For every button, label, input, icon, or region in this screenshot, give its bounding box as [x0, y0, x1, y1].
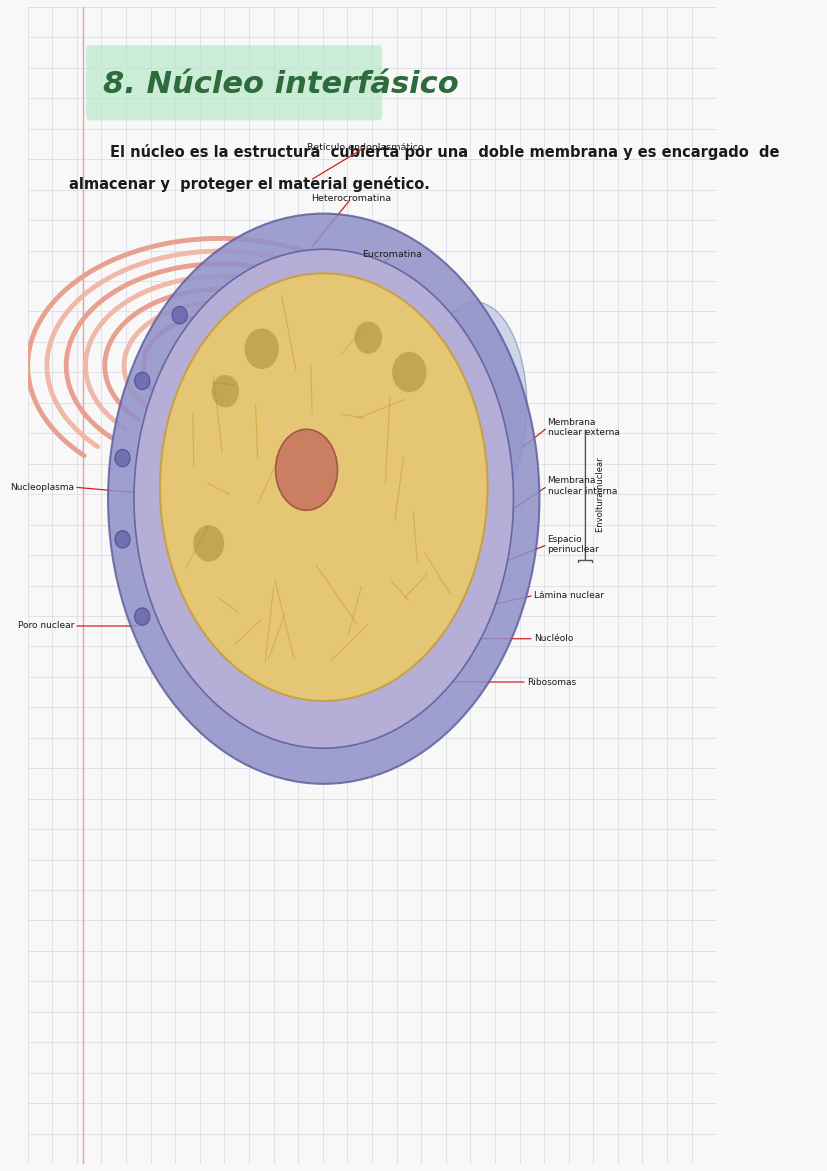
- Ellipse shape: [160, 273, 487, 701]
- Ellipse shape: [244, 328, 279, 369]
- Text: Ribosomas: Ribosomas: [526, 678, 576, 686]
- Ellipse shape: [115, 450, 130, 467]
- Text: Membrana
nuclear externa: Membrana nuclear externa: [547, 418, 619, 437]
- Text: Retículo endoplasmático: Retículo endoplasmático: [306, 143, 423, 152]
- Ellipse shape: [172, 307, 187, 324]
- Ellipse shape: [423, 302, 526, 511]
- Ellipse shape: [193, 525, 224, 562]
- Text: Eucromatina: Eucromatina: [362, 249, 422, 259]
- Text: Espacio
perinuclear: Espacio perinuclear: [547, 535, 599, 554]
- Ellipse shape: [115, 530, 130, 548]
- Text: 8. Núcleo interfásico: 8. Núcleo interfásico: [103, 70, 459, 100]
- Text: El núcleo es la estructura  cubierta por una  doble membrana y es encargado  de: El núcleo es la estructura cubierta por …: [110, 144, 779, 159]
- Ellipse shape: [134, 249, 513, 748]
- Text: Membrana
nuclear interna: Membrana nuclear interna: [547, 477, 616, 495]
- Text: almacenar y  proteger el material genético.: almacenar y proteger el material genétic…: [69, 176, 429, 192]
- Ellipse shape: [392, 351, 426, 392]
- Ellipse shape: [135, 372, 150, 390]
- Text: Envoltura nuclear: Envoltura nuclear: [595, 458, 604, 532]
- Text: Nucléolo: Nucléolo: [533, 635, 572, 643]
- Ellipse shape: [354, 322, 381, 354]
- Text: Nucleoplasma: Nucleoplasma: [10, 482, 74, 492]
- Text: Heterocromatina: Heterocromatina: [311, 194, 391, 203]
- Ellipse shape: [135, 608, 150, 625]
- Ellipse shape: [212, 375, 239, 408]
- Ellipse shape: [275, 430, 337, 511]
- Text: Poro nuclear: Poro nuclear: [17, 622, 74, 630]
- Ellipse shape: [108, 213, 538, 783]
- FancyBboxPatch shape: [86, 46, 382, 121]
- Text: Lámina nuclear: Lámina nuclear: [533, 591, 603, 600]
